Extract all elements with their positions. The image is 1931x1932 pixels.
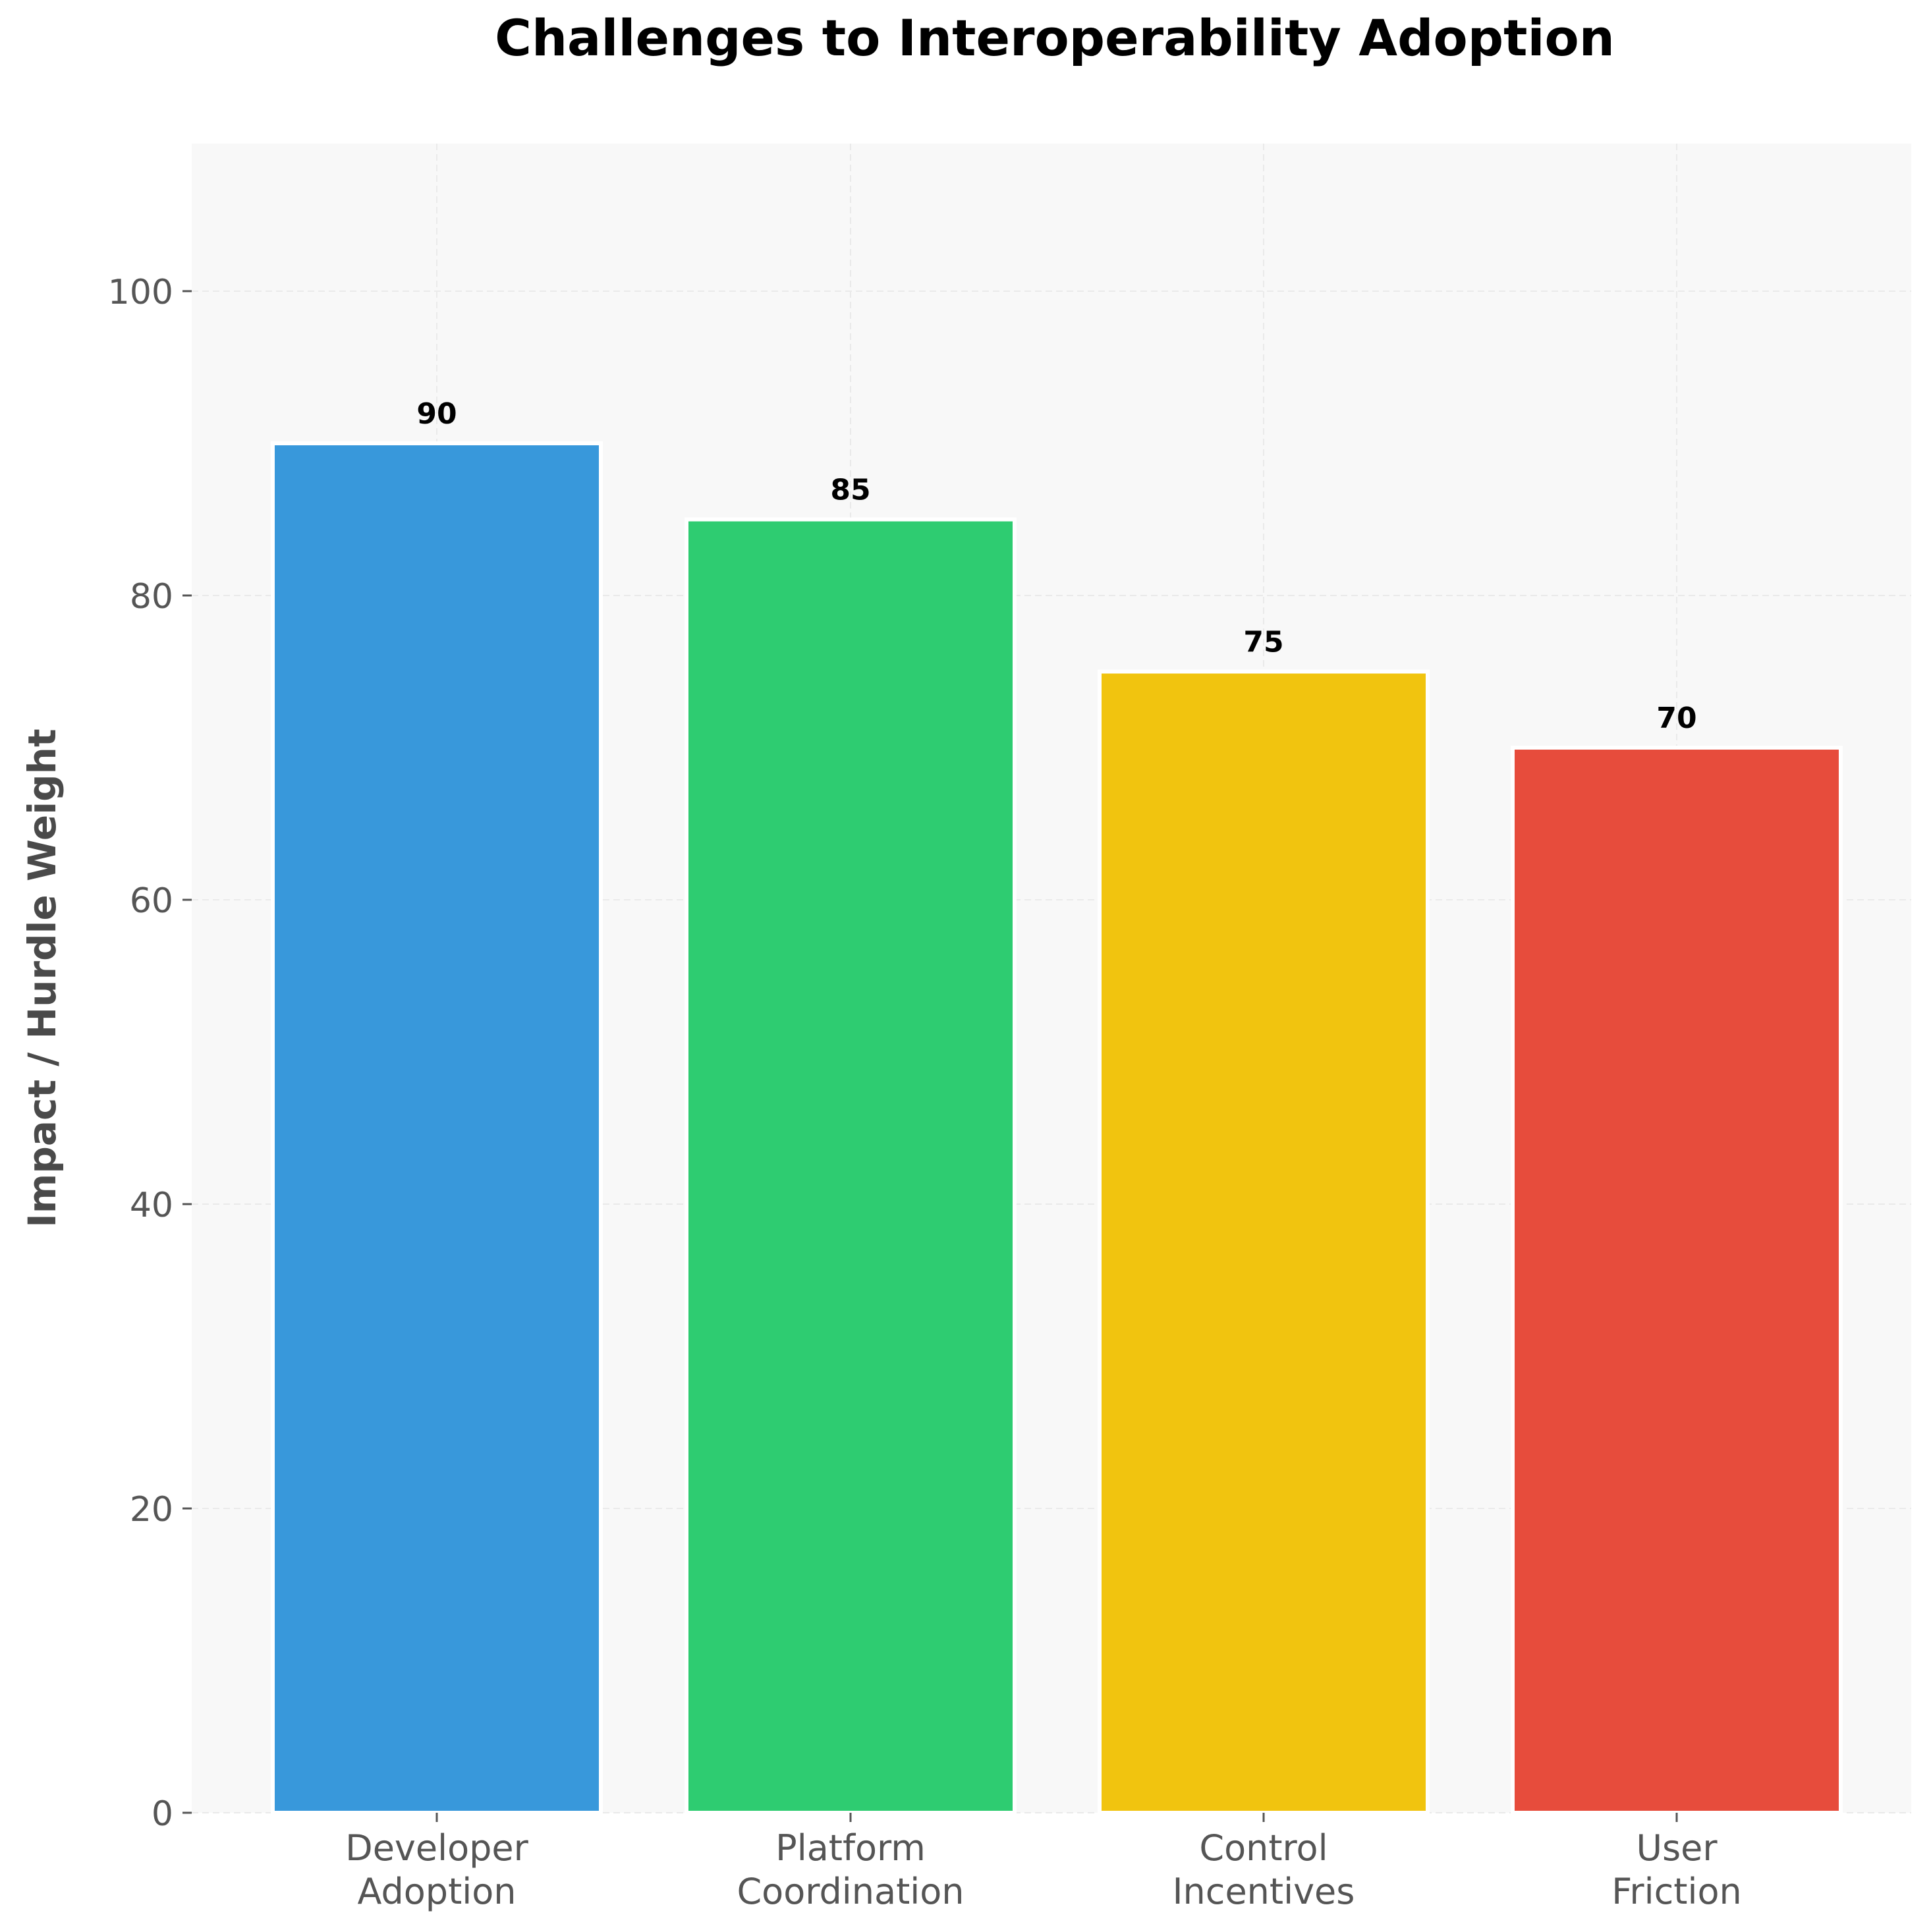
bar-control-incentives — [1098, 669, 1430, 1815]
bar-value-label: 90 — [416, 397, 457, 431]
x-tick-label: Control Incentives — [1173, 1827, 1355, 1912]
bar-user-friction — [1511, 746, 1843, 1815]
y-tick-label: 20 — [130, 1490, 173, 1530]
bar-developer-adoption — [271, 441, 603, 1815]
y-tick-label: 40 — [130, 1186, 173, 1225]
bar-value-label: 85 — [830, 474, 870, 507]
bar-platform-coordination — [685, 517, 1017, 1815]
x-tick-label: User Friction — [1611, 1827, 1741, 1912]
y-tick-label: 60 — [130, 881, 173, 921]
y-tick-label: 80 — [130, 577, 173, 617]
bar-value-label: 75 — [1243, 626, 1283, 659]
y-axis-label: Impact / Hurdle Weight — [20, 729, 65, 1227]
y-tick-label: 0 — [152, 1794, 173, 1834]
x-axis: Developer Adoption Platform Coordination Con… — [345, 1813, 1742, 1912]
x-tick-label: Platform Coordination — [737, 1827, 964, 1912]
chart-title: Challenges to Interoperability Adoption — [495, 9, 1615, 67]
bar-value-label: 70 — [1656, 702, 1696, 735]
y-axis: 0 20 40 60 80 100 — [108, 273, 192, 1834]
bars: 90 85 75 70 — [271, 397, 1843, 1815]
x-tick-label: Developer Adoption — [345, 1827, 529, 1912]
y-tick-label: 100 — [108, 273, 173, 312]
